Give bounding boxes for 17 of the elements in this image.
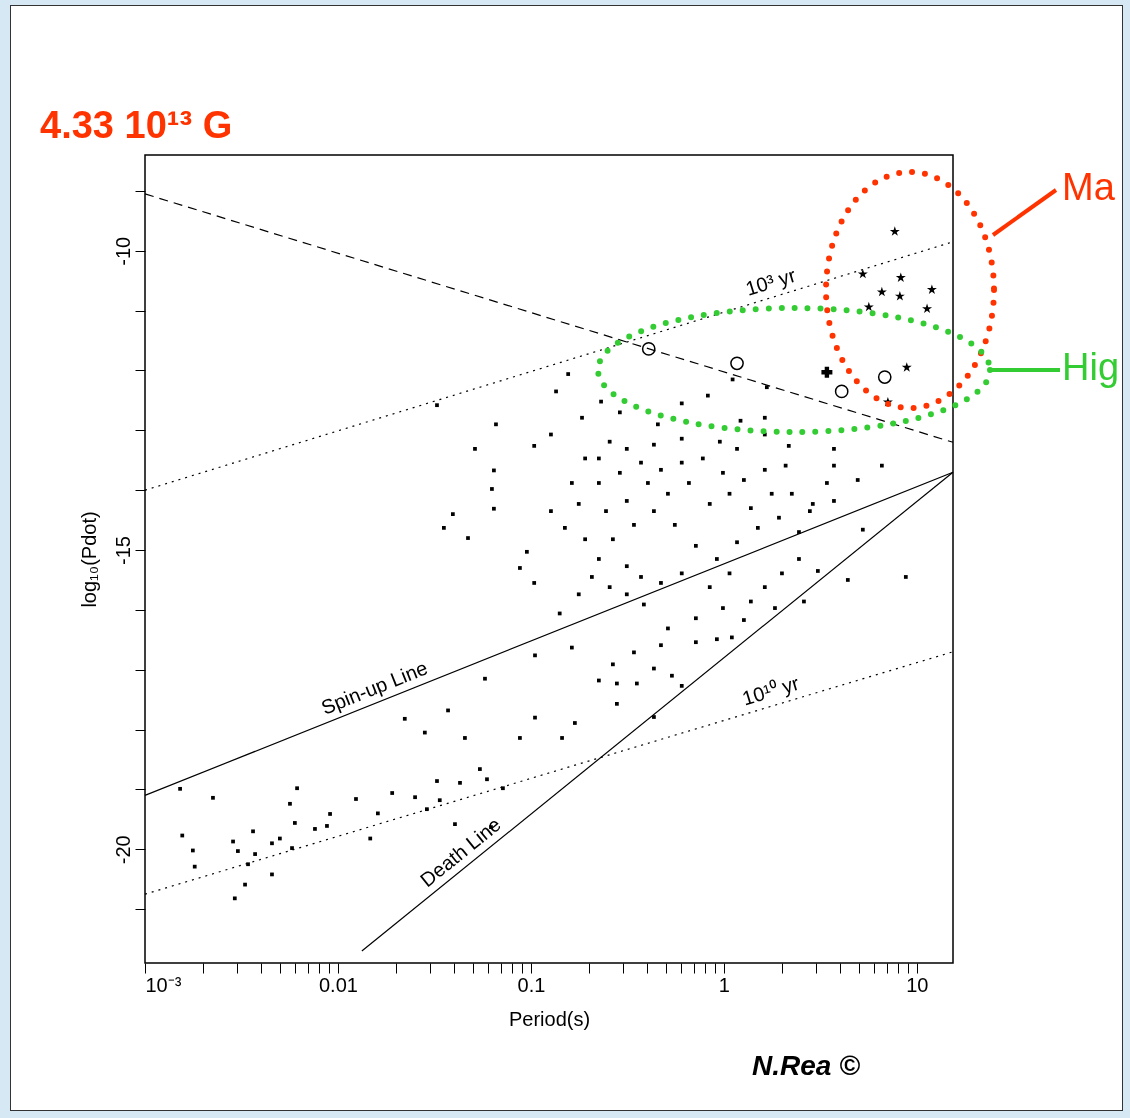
text: 4.33 10¹³ G <box>40 104 233 147</box>
x-tick-label: 0.1 <box>517 973 546 996</box>
y-tick-label: -15 <box>111 536 134 565</box>
x-axis-title: Period(s) <box>508 1007 591 1030</box>
y-axis-title: log₁₀(Pdot) <box>77 511 100 608</box>
annotation: Spin-up Line <box>318 656 431 719</box>
text: Hig <box>1062 346 1120 389</box>
text: N.Rea © <box>752 1050 860 1082</box>
x-tick-label: 10⁻³ <box>145 973 182 996</box>
x-tick-label: 1 <box>718 973 730 996</box>
x-tick-label: 10 <box>906 973 929 996</box>
annotation: 10³ yr <box>742 263 799 300</box>
x-tick-label: 0.01 <box>318 973 358 996</box>
text: Ma <box>1062 166 1115 209</box>
y-tick-label: -20 <box>111 835 134 865</box>
y-tick-label: -10 <box>111 236 134 266</box>
annotation: 10¹⁰ yr <box>739 671 802 710</box>
